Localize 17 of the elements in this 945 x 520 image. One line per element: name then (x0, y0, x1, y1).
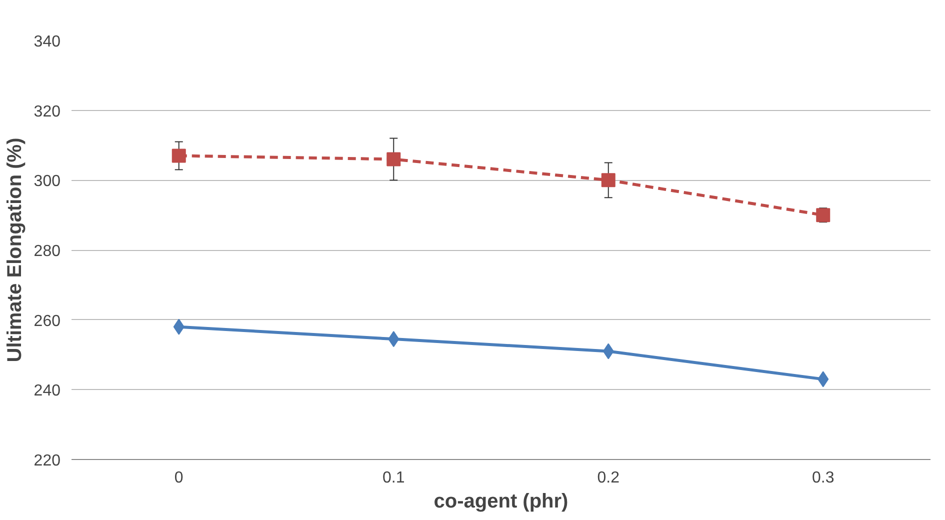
y-tick-label: 300 (34, 173, 61, 190)
x-tick-label: 0 (174, 470, 184, 486)
y-tick-label: 320 (34, 103, 61, 120)
y-tick-label: 220 (34, 452, 61, 470)
y-tick-label: 240 (34, 382, 61, 400)
point (386, 152, 401, 166)
x-tick-label: 0.2 (597, 470, 620, 486)
y-axis-title: Ultimate Elongation (%) (4, 138, 26, 362)
x-tick-label: 0.3 (812, 470, 834, 486)
point (601, 173, 616, 188)
x-axis-title: co-agent (phr) (434, 490, 568, 512)
point (816, 208, 830, 222)
x-tick-label: 0.1 (382, 470, 405, 486)
point (172, 148, 186, 163)
y-tick-label: 280 (34, 243, 61, 260)
y-tick-label: 260 (34, 312, 61, 330)
y-tick-label: 340 (34, 34, 61, 50)
